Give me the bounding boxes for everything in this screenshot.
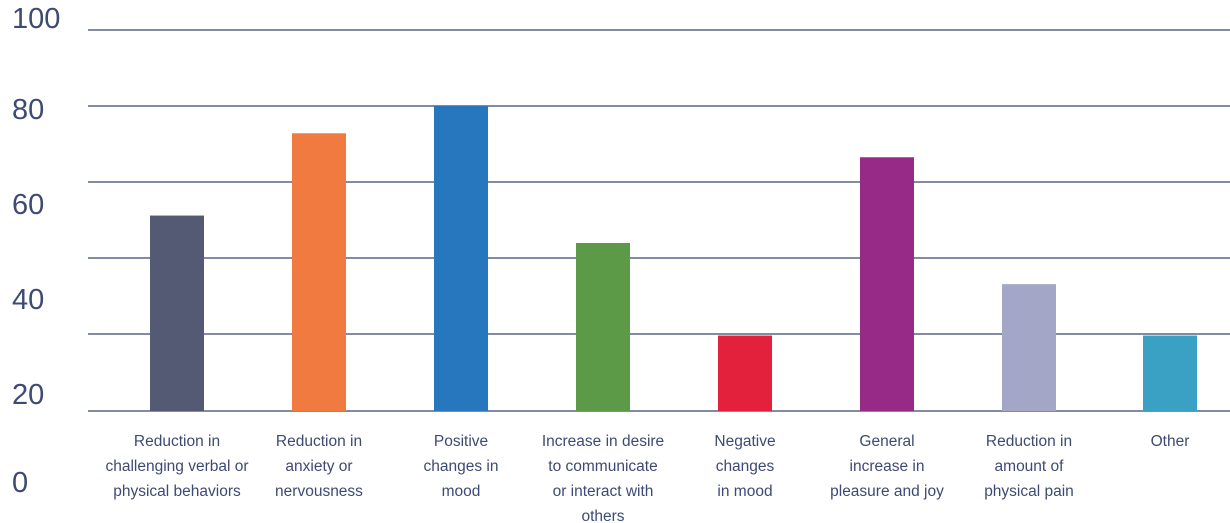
x-category-label-line: Positive [434,433,488,450]
x-category-label: Reduction in challenging verbal or physica… [105,433,248,500]
gridlines [88,29,1230,412]
x-category-label: Increase in desire to communicate or inter… [542,433,664,523]
x-category-label: Positive changes in mood [424,433,499,500]
x-category-label-line: mood [442,483,481,500]
bar [1143,335,1197,411]
x-category-label-line: changes in [424,458,499,475]
x-category-label-line: physical behaviors [113,483,241,500]
bar [434,105,488,411]
x-category-label-line: Increase in desire [542,433,664,450]
x-category-label-line: Other [1151,433,1190,450]
x-category-label: Reduction in amount of physical pain [984,433,1074,500]
y-tick-label: 100 [12,3,60,35]
x-category-label-line: increase in [850,458,925,475]
x-category-label-line: to communicate [548,458,657,475]
bar [292,133,346,411]
x-category-label-line: Reduction in [986,433,1072,450]
x-category-label-line: challenging verbal or [105,458,248,475]
x-category-label-line: Reduction in [134,433,220,450]
x-category-label: General increase in pleasure and joy [830,433,944,500]
x-category-label-line: nervousness [275,483,363,500]
x-category-label-line: Reduction in [276,433,362,450]
bar [718,335,772,411]
x-category-label-line: anxiety or [285,458,352,475]
bar [150,215,204,411]
bar [860,157,914,411]
y-tick-label: 40 [12,284,44,316]
y-axis-tick-labels: 100 80 60 40 20 0 [12,3,60,499]
x-category-label: Other [1151,433,1190,450]
y-tick-label: 60 [12,189,44,221]
bar [1002,284,1056,411]
y-tick-label: 80 [12,94,44,126]
bar [576,242,630,411]
x-category-label: Reduction in anxiety or nervousness [275,433,363,500]
y-tick-label: 0 [12,467,28,499]
x-axis-category-labels: Reduction in challenging verbal or physica… [105,433,1189,523]
x-category-label-line: changes [716,458,775,475]
x-category-label-line: Negative [714,433,775,450]
x-category-label-line: General [859,433,914,450]
x-category-label-line: others [581,508,624,523]
x-category-label-line: in mood [717,483,772,500]
x-category-label: Negative changes in mood [714,433,775,500]
x-category-label-line: pleasure and joy [830,483,944,500]
bars [150,105,1197,411]
x-category-label-line: physical pain [984,483,1074,500]
x-category-label-line: or interact with [553,483,654,500]
x-category-label-line: amount of [995,458,1065,475]
y-tick-label: 20 [12,379,44,411]
